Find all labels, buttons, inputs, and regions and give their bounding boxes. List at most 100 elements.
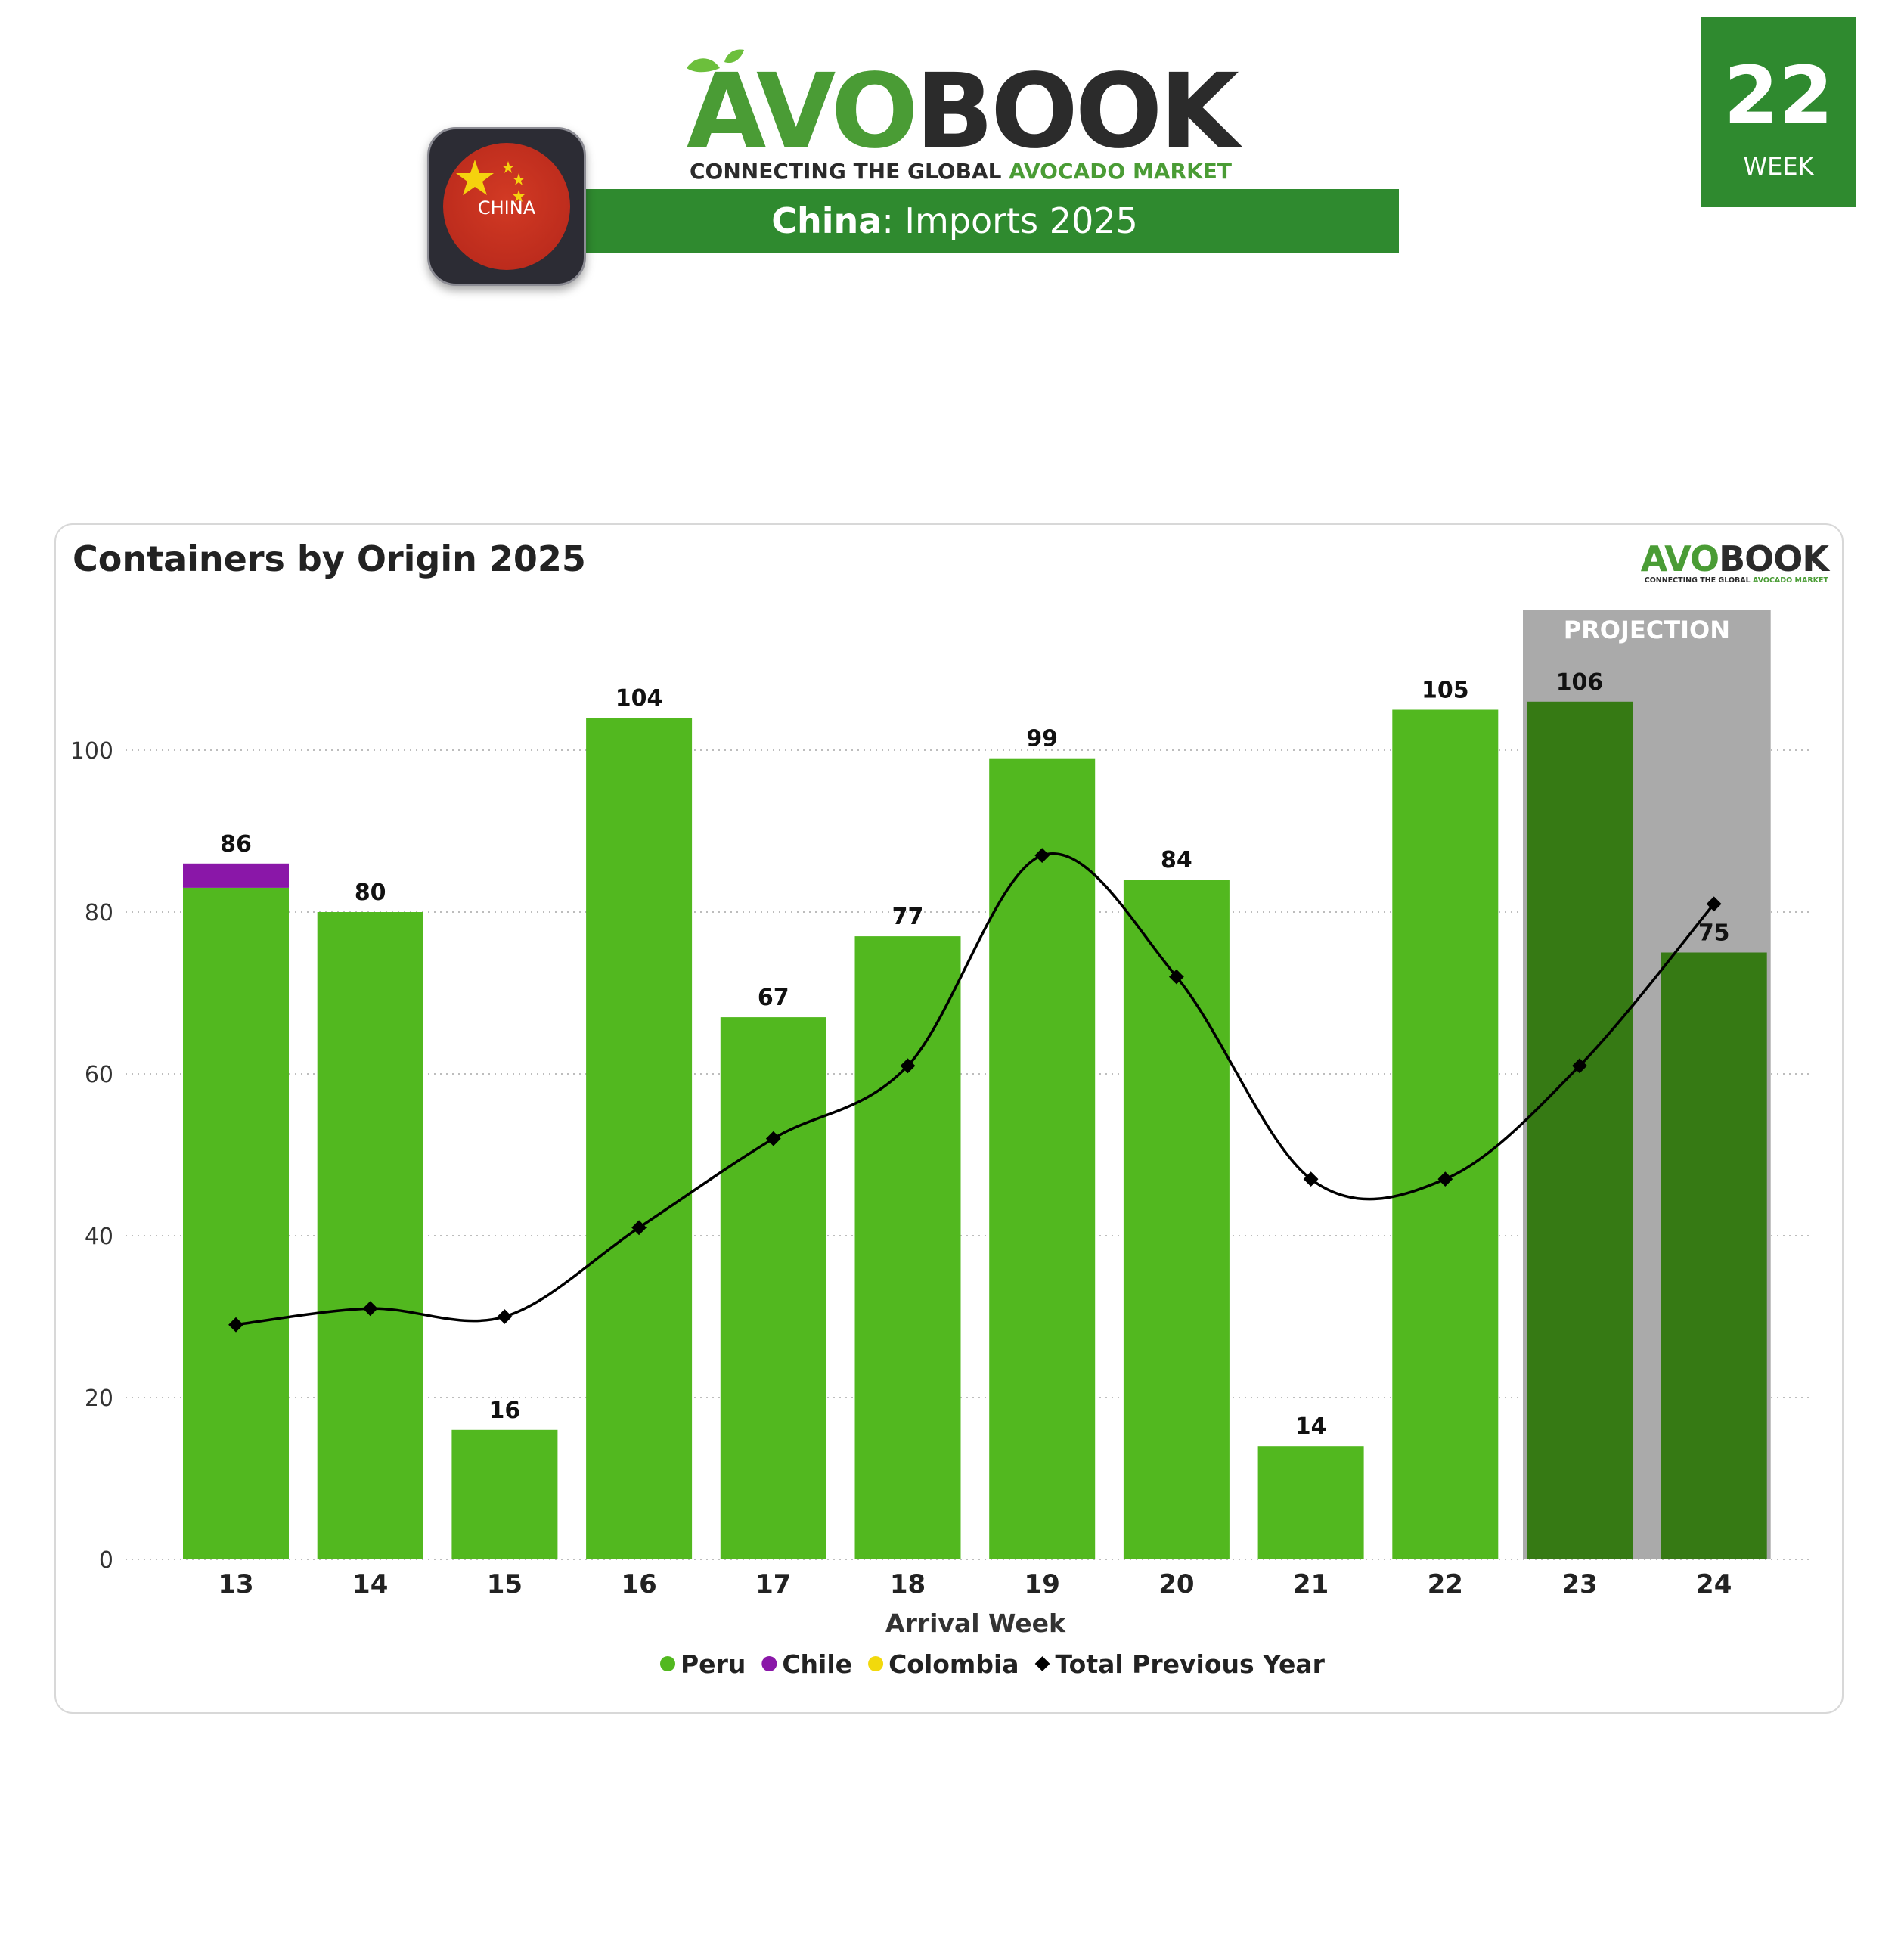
card-logo-wordmark: AVOBOOK [1640,538,1829,579]
y-tick-label: 60 [85,1062,113,1088]
data-label-week-24: 75 [1698,920,1730,947]
legend-marker-line [1034,1656,1050,1671]
card-logo: AVOBOOK CONNECTING THE GLOBAL AVOCADO MA… [1632,538,1829,587]
bar-peru-week-23 [1527,701,1633,1559]
x-tick-label-18: 18 [890,1569,926,1599]
previous-year-point-week-20 [1169,969,1184,985]
bar-peru-week-22 [1392,709,1499,1559]
legend-item-chile: Chile [761,1649,852,1679]
legend-item-colombia: Colombia [868,1649,1019,1679]
x-tick-label-20: 20 [1158,1569,1194,1599]
bars [183,701,1767,1560]
week-label: WEEK [1743,152,1814,181]
legend: Peru Chile Colombia Total Previous Year [660,1649,1326,1679]
bar-peru-week-17 [720,1017,826,1559]
x-tick-label-14: 14 [352,1569,388,1599]
legend-marker-colombia [868,1656,884,1671]
data-label-week-14: 80 [355,880,386,906]
y-tick-label: 0 [99,1547,113,1574]
page-title: China: Imports 2025 [510,189,1399,253]
flag-label: CHINA [477,197,536,219]
previous-year-line [228,848,1722,1333]
tagline-dark: CONNECTING THE GLOBAL [690,159,1009,184]
axes: 0 20 40 60 80 100 13 14 15 16 17 18 19 20 21 22 23 24 Arri… [70,738,1732,1638]
y-tick-label: 40 [85,1224,113,1250]
country-flag-tile: CHINA [427,127,586,286]
legend-marker-peru [660,1656,675,1671]
week-number: 22 [1723,49,1834,141]
data-label-week-15: 16 [489,1398,521,1424]
previous-year-point-week-17 [765,1131,781,1146]
y-tick-label: 100 [70,738,113,765]
previous-year-point-week-18 [900,1058,916,1074]
data-labels: 86 80 16 104 67 77 99 84 14 105 106 75 [220,669,1729,1440]
projection-label: PROJECTION [1564,616,1730,644]
bar-peru-week-20 [1123,880,1230,1559]
flag-stars-icon [456,160,525,202]
previous-year-point-week-24 [1706,896,1722,912]
y-tick-label: 20 [85,1385,113,1412]
card-logo-green: AVO [1640,538,1719,579]
report-header: AVOBOOK CONNECTING THE GLOBAL AVOCADO MA… [0,0,1904,318]
x-tick-label-16: 16 [621,1569,656,1599]
previous-year-point-week-21 [1303,1171,1319,1187]
x-tick-label-23: 23 [1561,1569,1597,1599]
legend-label-chile: Chile [782,1649,852,1679]
title-rest: : Imports 2025 [882,200,1138,241]
avobook-logo: AVOBOOK CONNECTING THE GLOBAL AVOCADO MA… [665,45,1255,189]
x-tick-label-15: 15 [487,1569,523,1599]
bar-chile-week-13 [183,863,289,888]
x-tick-label-24: 24 [1696,1569,1732,1599]
bar-peru-week-14 [317,912,423,1559]
week-badge: 22 WEEK [1701,17,1856,207]
data-label-week-17: 67 [758,985,789,1011]
x-tick-label-13: 13 [218,1569,253,1599]
bar-peru-week-18 [854,936,961,1559]
previous-year-point-week-13 [228,1317,243,1333]
bar-peru-week-13 [183,887,289,1559]
legend-item-peru: Peru [660,1649,746,1679]
legend-label-colombia: Colombia [888,1649,1019,1679]
leaf-icon [687,49,744,73]
chart-card: PROJECTION 86 80 16 104 67 77 99 84 14 105 106 75 0… [54,523,1844,1714]
previous-year-point-week-22 [1437,1171,1453,1187]
logo-wordmark: AVOBOOK [687,60,1239,163]
data-label-week-22: 105 [1422,678,1469,704]
data-label-week-19: 99 [1026,726,1058,752]
y-tick-label: 80 [85,900,113,926]
previous-year-point-week-16 [631,1220,647,1236]
legend-marker-chile [761,1656,777,1671]
legend-label-peru: Peru [681,1649,746,1679]
logo-word-dark: BOOK [915,52,1239,172]
card-logo-dark: BOOK [1719,538,1829,579]
previous-year-point-week-15 [497,1309,513,1324]
data-label-week-23: 106 [1556,669,1604,696]
title-country: China [771,200,882,241]
data-label-week-16: 104 [616,685,663,712]
previous-year-point-week-14 [362,1301,378,1317]
data-label-week-18: 77 [892,904,924,930]
bar-peru-week-24 [1661,952,1767,1559]
bar-peru-week-19 [989,758,1096,1560]
bar-peru-week-16 [586,718,693,1560]
china-flag-icon: CHINA [443,143,570,270]
x-tick-label-22: 22 [1428,1569,1463,1599]
tagline-green: AVOCADO MARKET [1009,159,1232,184]
bar-peru-week-15 [451,1429,558,1559]
logo-tagline: CONNECTING THE GLOBAL AVOCADO MARKET [690,159,1232,184]
previous-year-point-week-19 [1034,848,1050,863]
card-tagline-green: AVOCADO MARKET [1752,576,1828,585]
legend-label-total-previous-year: Total Previous Year [1056,1649,1326,1679]
logo-word-green: AVO [687,52,918,172]
previous-year-point-week-23 [1572,1058,1587,1074]
bar-peru-week-21 [1257,1446,1364,1559]
containers-chart: PROJECTION 86 80 16 104 67 77 99 84 14 105 106 75 0… [70,610,1810,1679]
data-label-week-20: 84 [1161,847,1192,873]
data-label-week-21: 14 [1295,1413,1327,1440]
card-logo-tagline: CONNECTING THE GLOBAL AVOCADO MARKET [1645,576,1828,585]
card-tagline-dark: CONNECTING THE GLOBAL [1644,576,1753,585]
x-tick-label-19: 19 [1025,1569,1060,1599]
x-tick-label-17: 17 [755,1569,791,1599]
legend-item-total-previous-year: Total Previous Year [1034,1649,1326,1679]
chart-title: Containers by Origin 2025 [73,538,586,579]
